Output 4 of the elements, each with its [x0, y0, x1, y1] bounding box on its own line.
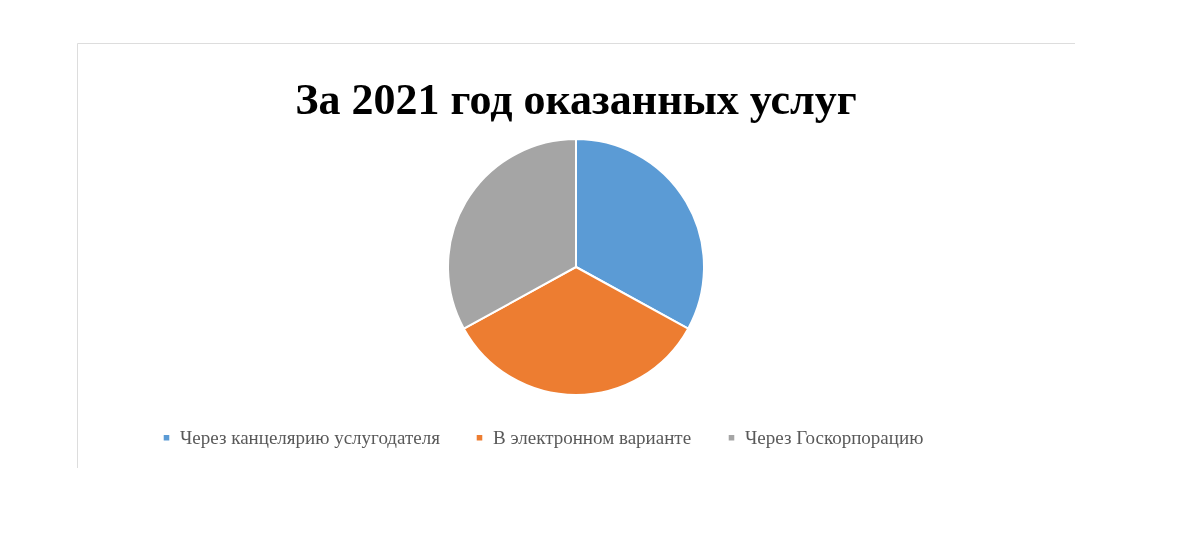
legend-label: В электронном варианте	[493, 426, 692, 448]
legend-label: Через канцелярию услугодателя	[180, 426, 441, 448]
chart-title: За 2021 год оказанных услуг	[295, 75, 857, 124]
legend-label: Через Госкорпорацию	[745, 426, 924, 448]
